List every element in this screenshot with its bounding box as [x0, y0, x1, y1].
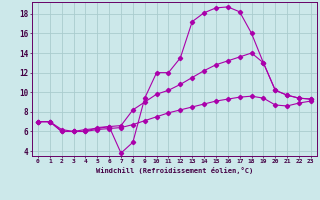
X-axis label: Windchill (Refroidissement éolien,°C): Windchill (Refroidissement éolien,°C)	[96, 167, 253, 174]
